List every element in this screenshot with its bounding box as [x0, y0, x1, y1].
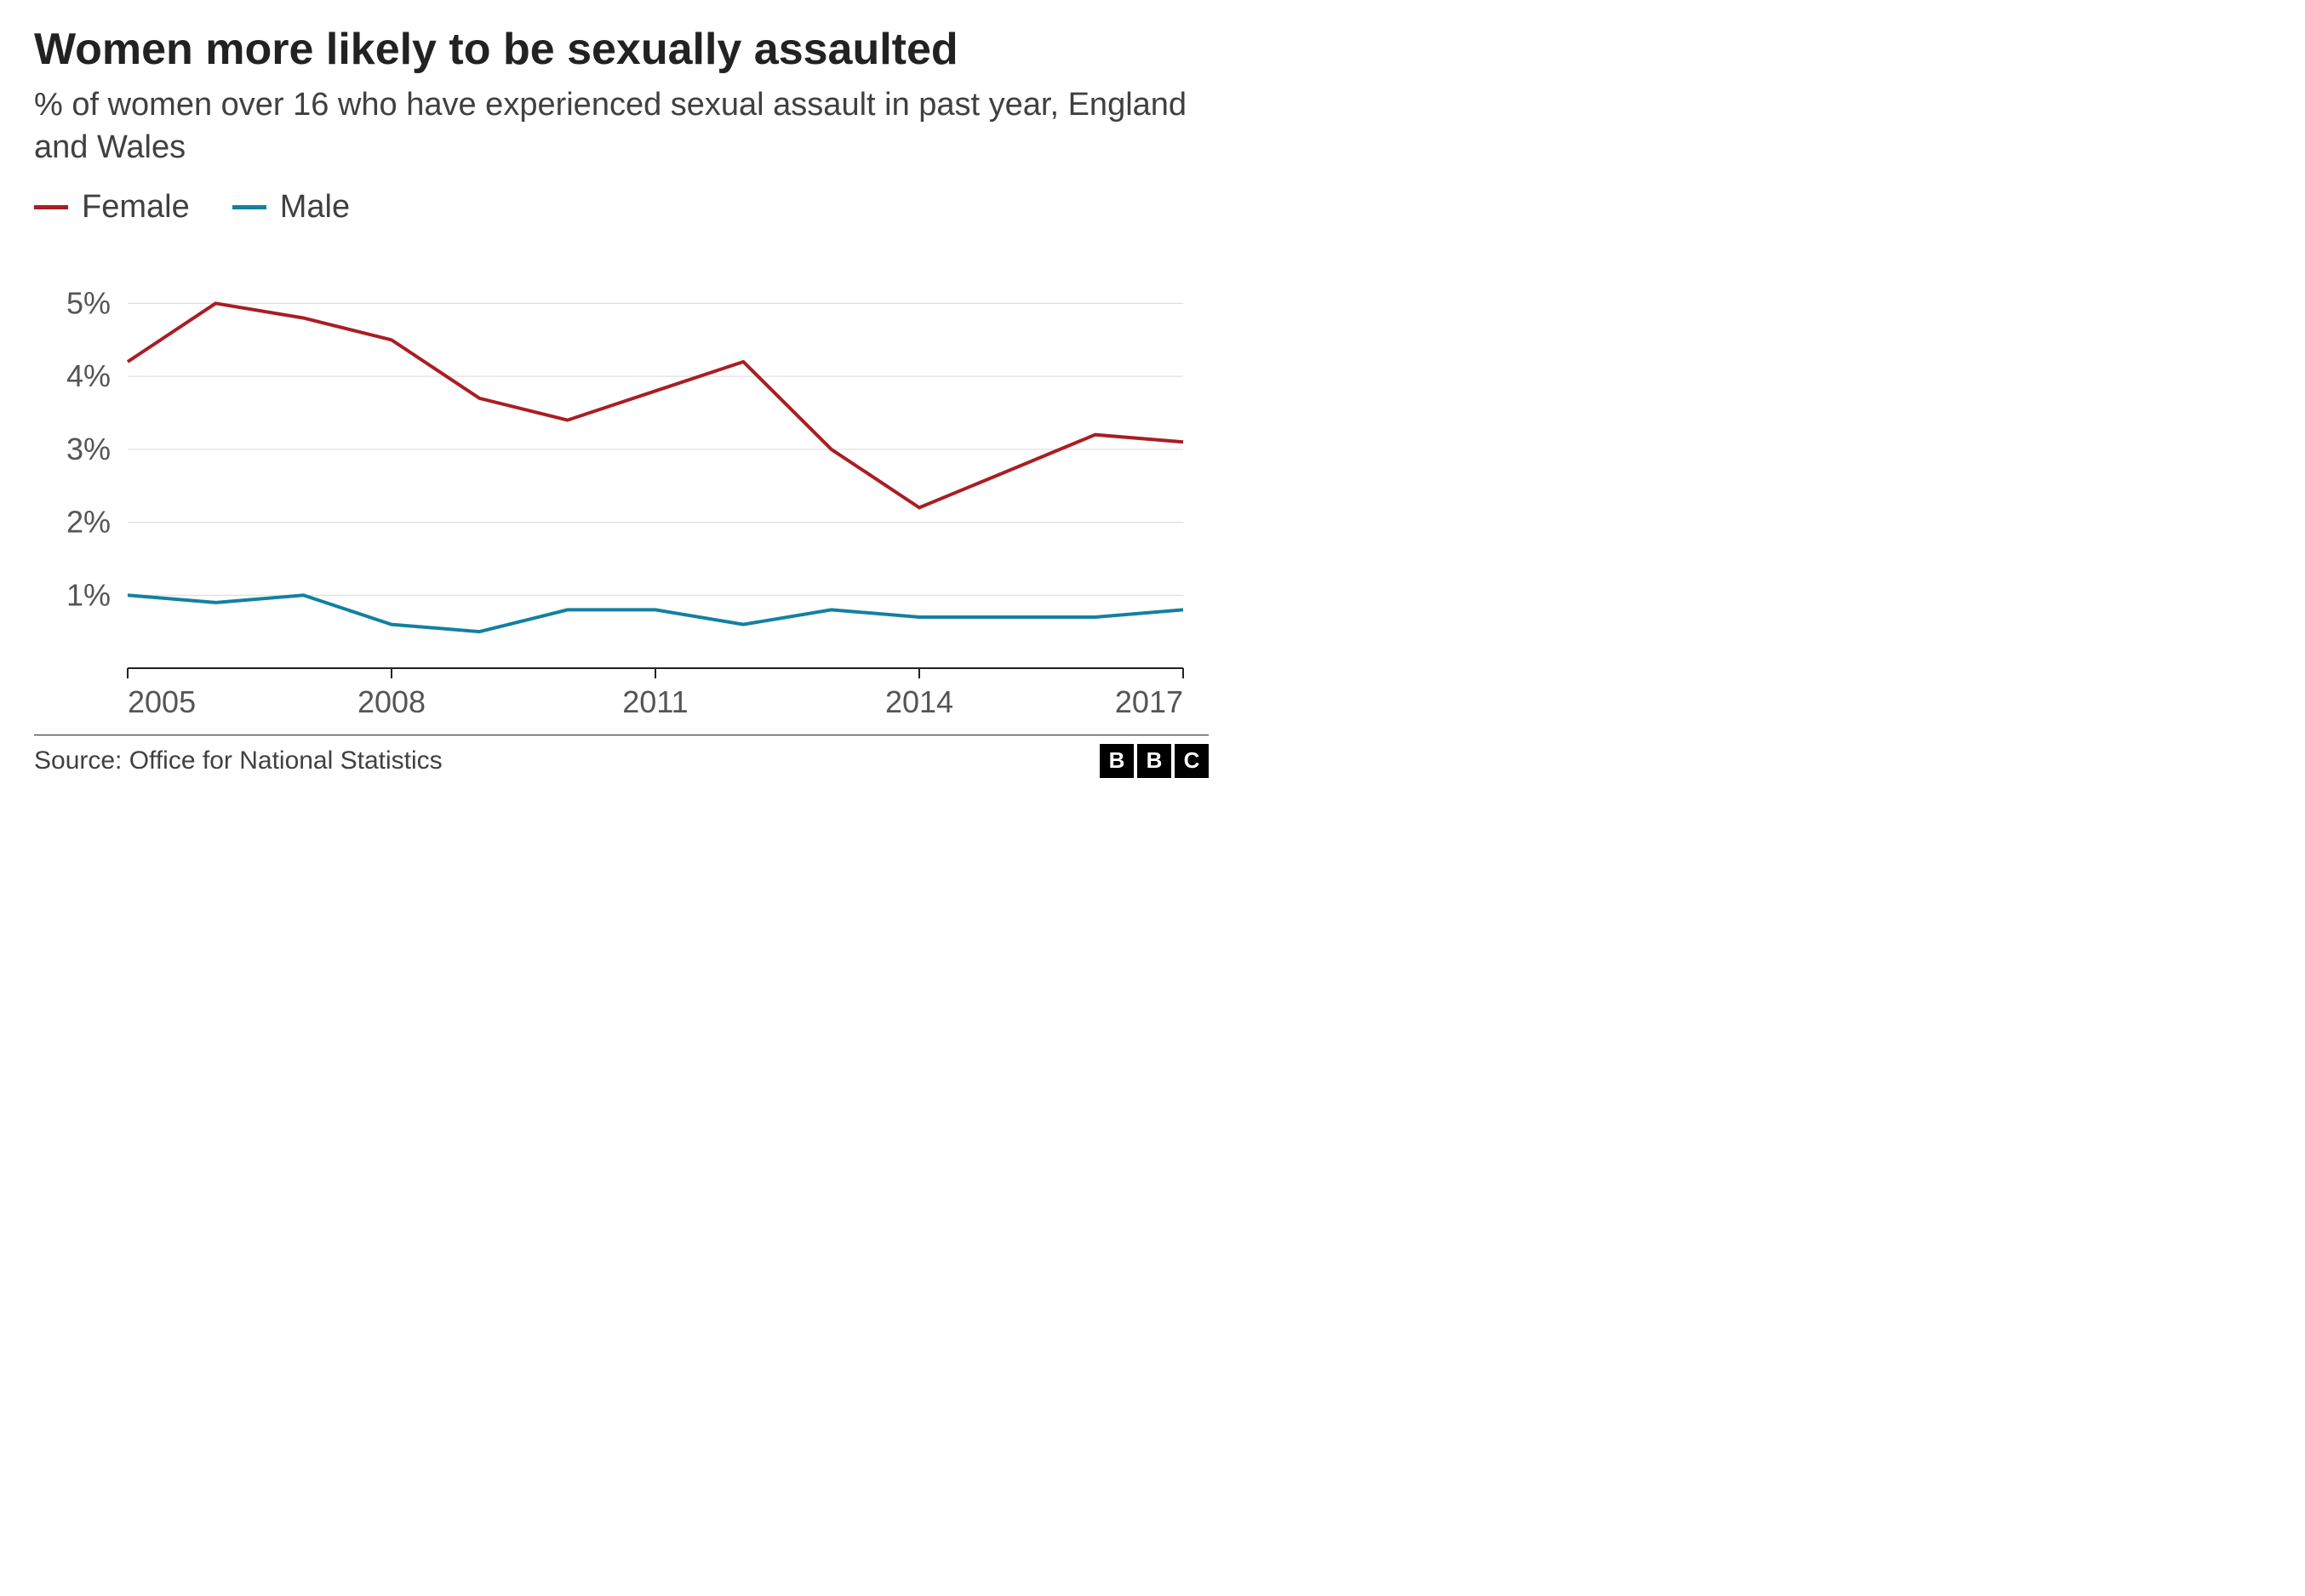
x-tick-label: 2011	[622, 684, 688, 719]
source-label: Source: Office for National Statistics	[34, 747, 443, 775]
chart-subtitle: % of women over 16 who have experienced …	[34, 84, 1209, 169]
x-tick-label: 2017	[1115, 684, 1183, 719]
bbc-logo-letter: B	[1137, 744, 1171, 778]
chart-title: Women more likely to be sexually assault…	[34, 26, 1209, 74]
bbc-logo-letter: B	[1100, 744, 1134, 778]
x-tick-label: 2008	[357, 684, 426, 719]
bbc-logo-letter: C	[1175, 744, 1209, 778]
line-chart-svg: 1% 2% 3% 4% 5% 2005 2008 2011 2014 2017	[34, 251, 1209, 728]
legend: Female Male	[34, 189, 1209, 226]
legend-item-male: Male	[232, 189, 350, 226]
legend-swatch	[34, 205, 68, 209]
legend-label: Female	[82, 189, 190, 226]
x-tick-label: 2005	[128, 684, 196, 719]
y-tick-label: 3%	[66, 432, 111, 466]
series-line-female	[128, 303, 1183, 507]
y-tick-label: 2%	[66, 505, 111, 540]
y-tick-label: 5%	[66, 285, 111, 320]
bbc-logo: BBC	[1100, 744, 1209, 778]
y-tick-label: 1%	[66, 577, 111, 612]
series-line-male	[128, 595, 1183, 632]
legend-swatch	[232, 205, 266, 209]
legend-item-female: Female	[34, 189, 190, 226]
x-tick-label: 2014	[885, 684, 953, 719]
plot-area: 1% 2% 3% 4% 5% 2005 2008 2011 2014 2017	[34, 251, 1209, 728]
chart-container: Women more likely to be sexually assault…	[0, 0, 1243, 795]
y-tick-label: 4%	[66, 358, 111, 393]
chart-footer: Source: Office for National Statistics B…	[34, 735, 1209, 778]
legend-label: Male	[280, 189, 350, 226]
